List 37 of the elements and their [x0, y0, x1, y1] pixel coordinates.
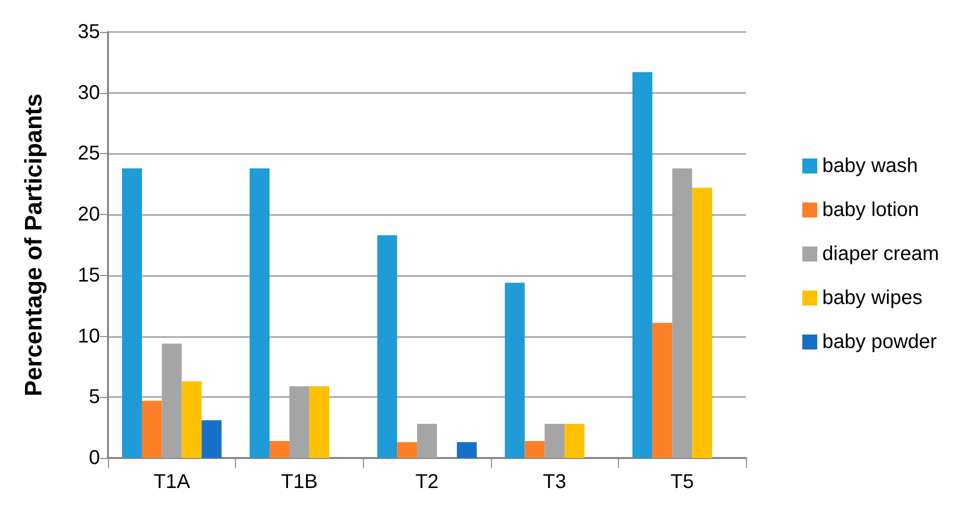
bar	[632, 72, 652, 458]
y-tick-label: 20	[78, 204, 100, 226]
bar	[456, 442, 477, 458]
bar	[270, 440, 290, 458]
legend-label: baby lotion	[822, 199, 920, 221]
bar	[544, 424, 565, 458]
x-tick-label: T2	[415, 471, 439, 493]
y-tick-label: 25	[78, 142, 100, 165]
x-tick-label: T1B	[281, 471, 318, 493]
bar	[122, 168, 142, 458]
bar	[504, 282, 525, 458]
bar	[524, 440, 545, 458]
y-tick-label: 15	[78, 264, 100, 286]
y-axis-title: Percentage of Participants	[20, 94, 48, 396]
legend-label: baby powder	[822, 331, 938, 353]
bar	[182, 381, 202, 458]
bar	[652, 322, 672, 458]
bar	[417, 424, 437, 458]
bar	[250, 168, 270, 458]
y-tick-label: 35	[78, 21, 100, 43]
bar	[377, 235, 398, 458]
y-tick-label: 0	[88, 447, 100, 469]
y-tick-label: 10	[78, 325, 100, 348]
x-tick-label: T5	[670, 471, 694, 493]
legend-label: diaper cream	[822, 243, 939, 265]
y-tick-label: 5	[88, 386, 100, 408]
bar	[397, 442, 418, 458]
bar	[564, 424, 584, 458]
legend-label: baby wash	[822, 155, 918, 177]
bar	[309, 386, 330, 458]
x-tick-label: T3	[542, 471, 566, 493]
y-tick-label: 30	[78, 82, 100, 104]
legend-label: baby wipes	[822, 287, 922, 309]
x-tick-label: T1A	[153, 471, 191, 493]
bar	[202, 420, 222, 458]
bar	[692, 188, 712, 458]
bar	[142, 400, 162, 458]
